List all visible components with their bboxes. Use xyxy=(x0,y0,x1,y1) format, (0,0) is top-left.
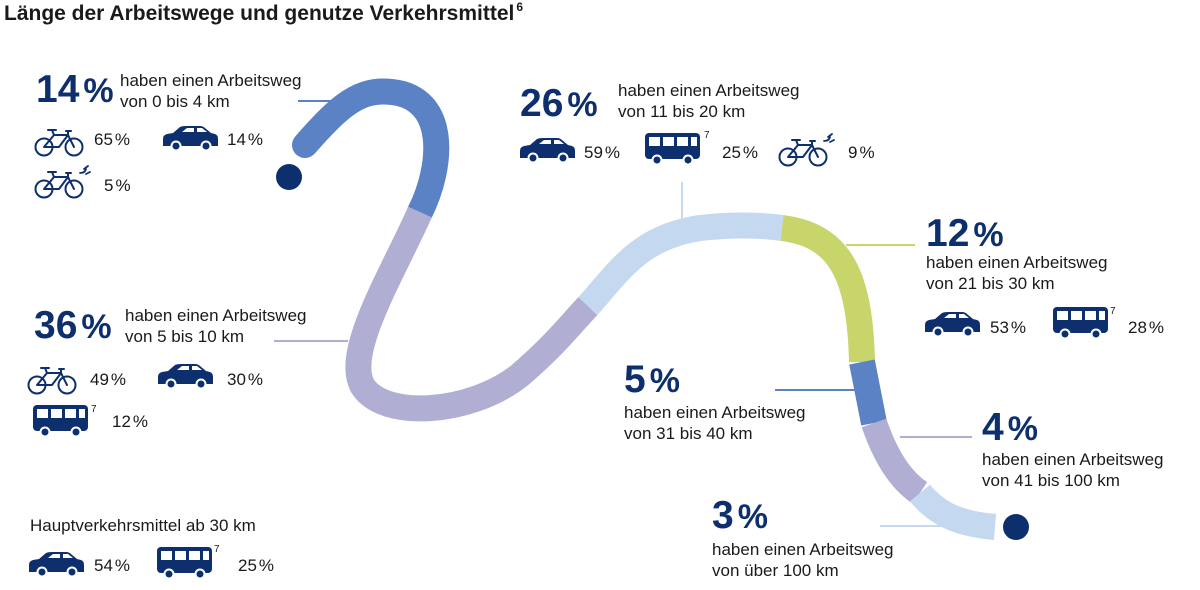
page-title: Länge der Arbeitswege und genutze Verkeh… xyxy=(4,0,524,25)
car-icon xyxy=(157,363,214,390)
car-icon xyxy=(924,311,981,338)
segment-percent-41-100: 4% xyxy=(982,406,1038,449)
path-segment-41-100 xyxy=(861,418,928,504)
mode-value: 5% xyxy=(104,176,131,195)
path-segment-21-30 xyxy=(779,215,875,363)
car-icon xyxy=(28,551,85,578)
mode-value: 30% xyxy=(227,370,264,389)
segment-percent-31-40: 5% xyxy=(624,358,680,401)
mode-value: 49% xyxy=(90,370,127,389)
mode-value: 65% xyxy=(94,130,131,149)
title-footnote: 6 xyxy=(516,0,524,14)
main-mode-label: Hauptverkehrsmittel ab 30 km xyxy=(30,516,256,535)
footnote-marker: 7 xyxy=(704,130,710,141)
segment-percent-100plus: 3% xyxy=(712,494,768,537)
bicycle-icon xyxy=(34,129,84,157)
path-segment-0-4 xyxy=(292,78,450,225)
path-segment-5-10 xyxy=(345,206,598,422)
bicycle-icon xyxy=(27,367,77,395)
mode-value: 12% xyxy=(112,412,149,431)
segment-desc-100plus: haben einen Arbeitsweg von über 100 km xyxy=(712,540,894,580)
bus-icon xyxy=(644,132,701,166)
bus-icon xyxy=(156,546,213,580)
mode-value: 9% xyxy=(848,143,875,162)
segment-percent-21-30: 12% xyxy=(926,212,1004,255)
mode-value: 53% xyxy=(990,318,1027,337)
segment-desc-5-10: haben einen Arbeitsweg von 5 bis 10 km xyxy=(125,306,307,346)
car-icon xyxy=(162,125,219,152)
segment-desc-31-40: haben einen Arbeitsweg von 31 bis 40 km xyxy=(624,403,806,443)
path-segment-11-20 xyxy=(578,212,784,315)
segment-percent-5-10: 36% xyxy=(34,304,112,347)
mode-value: 25% xyxy=(722,143,759,162)
path-segment-100plus xyxy=(909,484,997,540)
e-bike-icon xyxy=(36,166,91,198)
start-dot xyxy=(276,164,302,190)
mode-value: 28% xyxy=(1128,318,1165,337)
mode-value: 54% xyxy=(94,556,131,575)
path-segment-31-40 xyxy=(849,359,887,426)
footnote-marker: 7 xyxy=(1110,306,1116,317)
bus-icon xyxy=(32,404,89,438)
footnote-marker: 7 xyxy=(91,404,97,415)
footnote-marker: 7 xyxy=(214,544,220,555)
e-bike-icon xyxy=(780,134,835,166)
segment-desc-21-30: haben einen Arbeitsweg von 21 bis 30 km xyxy=(926,253,1108,293)
mode-value: 25% xyxy=(238,556,275,575)
end-dot xyxy=(1003,514,1029,540)
bus-icon xyxy=(1052,306,1109,340)
segment-desc-0-4: haben einen Arbeitsweg von 0 bis 4 km xyxy=(120,71,302,111)
segment-percent-11-20: 26% xyxy=(520,82,598,125)
segment-desc-41-100: haben einen Arbeitsweg von 41 bis 100 km xyxy=(982,450,1164,490)
mode-value: 14% xyxy=(227,130,264,149)
segment-desc-11-20: haben einen Arbeitsweg von 11 bis 20 km xyxy=(618,81,800,121)
car-icon xyxy=(519,137,576,164)
mode-value: 59% xyxy=(584,143,621,162)
segment-percent-0-4: 14% xyxy=(36,68,114,111)
